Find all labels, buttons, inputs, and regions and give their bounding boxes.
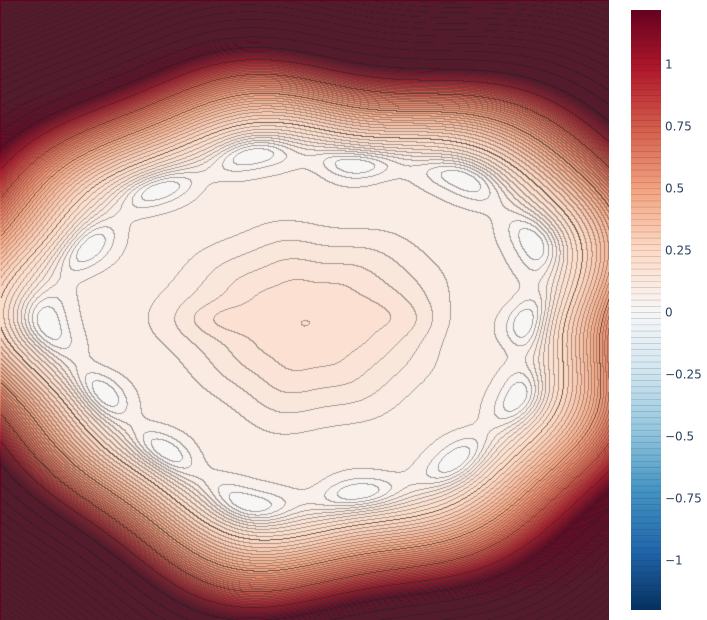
colorbar-level-lines — [631, 14, 661, 605]
colorbar-tick-label: 0.5 — [665, 182, 684, 196]
colorbar-tick-label: −0.25 — [665, 367, 702, 381]
colorbar-tick-label: 0.75 — [665, 120, 692, 134]
colorbar-ticks: 1 0.75 0.5 0.25 0 −0.25 −0.5 −0.75 −1 — [665, 58, 702, 568]
colorbar-tick-label: 1 — [665, 58, 673, 72]
colorbar: 1 0.75 0.5 0.25 0 −0.25 −0.5 −0.75 −1 — [631, 10, 702, 610]
colorbar-tick-label: −1 — [665, 553, 683, 567]
colorbar-tick-label: −0.75 — [665, 491, 702, 505]
colorbar-tick-label: −0.5 — [665, 429, 694, 443]
colorbar-tick-label: 0 — [665, 305, 673, 319]
colorbar-tick-label: 0.25 — [665, 243, 692, 257]
colorbar-scale — [631, 10, 661, 610]
contour-plot[interactable] — [0, 0, 609, 620]
